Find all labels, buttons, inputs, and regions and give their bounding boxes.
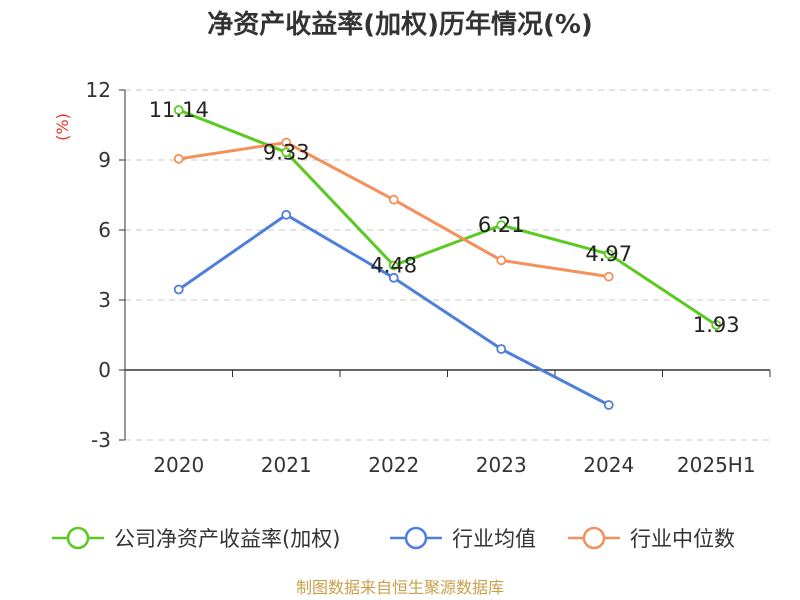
data-point [281, 209, 292, 220]
x-tick-label: 2024 [583, 453, 634, 477]
x-tick-label: 2023 [476, 453, 527, 477]
chart-title: 净资产收益率(加权)历年情况(%) [207, 9, 593, 40]
grid [125, 89, 770, 441]
y-tick-label: 3 [98, 288, 111, 312]
data-labels: 11.14 9.33 4.48 6.21 4.97 1.93 [149, 98, 740, 337]
data-point [173, 284, 184, 295]
legend-swatch-marker [66, 526, 90, 550]
series-line [177, 213, 610, 407]
series-group [173, 105, 722, 410]
data-label: 4.48 [370, 253, 417, 277]
source-note: 制图数据来自恒生聚源数据库 [296, 578, 504, 597]
data-point [388, 272, 399, 283]
legend-entry[interactable]: 公司净资产收益率(加权) [114, 527, 340, 551]
legend: 公司净资产收益率(加权) 行业均值 行业中位数 [52, 526, 735, 551]
data-point [388, 194, 399, 205]
data-point [173, 153, 184, 164]
y-tick-label: 9 [98, 148, 111, 172]
data-label: 11.14 [149, 98, 209, 122]
x-tick-label: 2025H1 [677, 453, 756, 477]
y-tick-label: 0 [98, 358, 111, 382]
data-point [496, 344, 507, 354]
y-tick-label: 6 [98, 218, 111, 242]
x-tick-label: 2022 [368, 453, 419, 477]
data-point [603, 271, 614, 282]
legend-swatch-marker [582, 526, 606, 550]
data-point [281, 147, 292, 158]
data-point [281, 137, 292, 148]
legend-entry[interactable]: 行业中位数 [630, 527, 735, 551]
y-tick-label: -3 [91, 428, 111, 452]
y-axis-label: (%) [53, 113, 72, 141]
axes: -3 0 3 6 9 12 2020 2021 2022 2023 2024 2025H1 [86, 78, 771, 477]
data-point [603, 400, 614, 410]
data-point [496, 220, 507, 231]
data-point [388, 260, 399, 271]
data-label: 1.93 [693, 313, 740, 337]
data-point [173, 105, 184, 115]
x-tick-label: 2021 [261, 453, 312, 477]
data-label: 4.97 [585, 242, 632, 266]
data-point [496, 255, 507, 266]
legend-entry[interactable]: 行业均值 [452, 527, 536, 551]
data-label: 6.21 [478, 213, 525, 237]
legend-swatch-marker [404, 526, 428, 550]
x-tick-label: 2020 [153, 453, 204, 477]
data-label: 9.33 [263, 140, 310, 164]
data-point [711, 320, 722, 330]
series-line [178, 108, 718, 327]
y-tick-label: 12 [86, 78, 111, 102]
data-point [603, 249, 614, 259]
